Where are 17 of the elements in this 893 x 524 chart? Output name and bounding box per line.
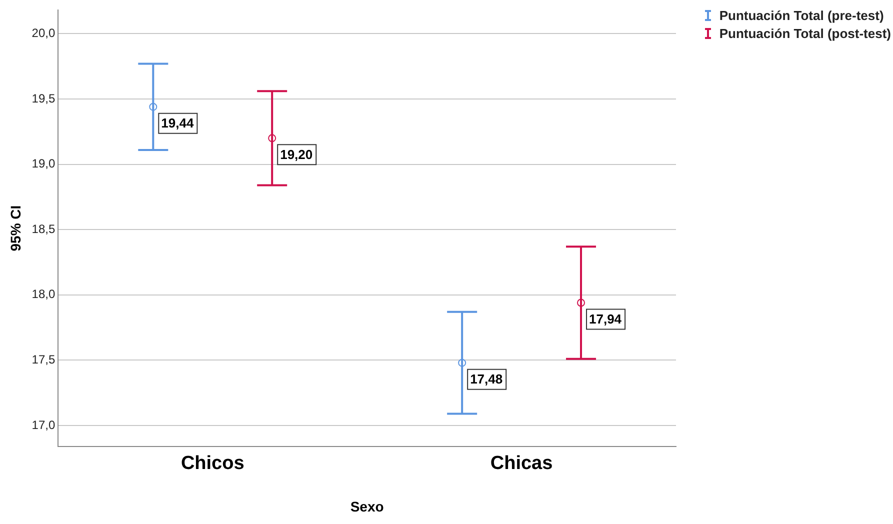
- data-label: 19,44: [161, 115, 194, 130]
- data-label: 19,20: [280, 146, 313, 162]
- legend-label: Puntuación Total (pre-test): [719, 8, 884, 23]
- y-tick-label: 18,0: [32, 287, 56, 302]
- y-tick-label: 17,5: [32, 352, 56, 367]
- y-axis-title: 95% CI: [7, 205, 24, 252]
- y-tick-label: 19,5: [32, 91, 56, 106]
- data-label: 17,48: [470, 371, 503, 386]
- x-tick-label: Chicos: [180, 453, 244, 474]
- x-axis-title: Sexo: [350, 498, 384, 514]
- data-label: 17,94: [589, 311, 622, 326]
- y-tick-label: 18,5: [32, 222, 56, 236]
- y-tick-label: 19,0: [32, 156, 56, 171]
- x-tick-label: Chicas: [490, 453, 553, 474]
- legend-label: Puntuación Total (post-test): [719, 26, 891, 41]
- y-tick-label: 17,0: [32, 418, 56, 432]
- y-tick-label: 20,0: [32, 26, 56, 40]
